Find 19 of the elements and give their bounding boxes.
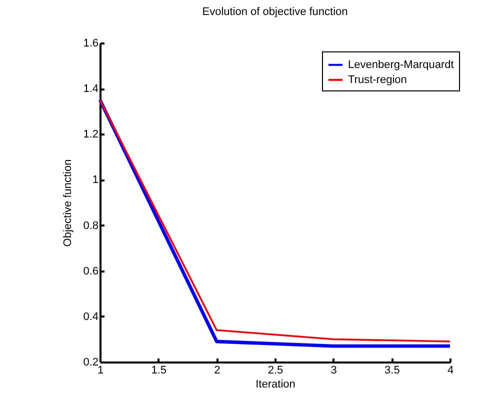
y-tick-label: 0.6 (83, 265, 98, 278)
x-tick-label: 2.5 (268, 364, 284, 376)
y-tick-label: 0.4 (83, 310, 98, 323)
y-tick-label: 0.8 (83, 220, 98, 232)
x-tick-label: 4 (447, 364, 454, 376)
legend-label: Trust-region (348, 74, 407, 86)
x-axis-title: Iteration (256, 378, 296, 390)
y-tick-label: 1.2 (83, 128, 98, 141)
y-tick-label: 1.4 (83, 83, 98, 96)
x-tick-label: 1.5 (151, 364, 166, 376)
y-axis-title: Objective function (62, 159, 74, 247)
chart-title: Evolution of objective function (202, 6, 348, 18)
legend-label: Levenberg-Marquardt (348, 58, 454, 71)
x-tick-label: 3.5 (384, 364, 400, 376)
x-tick-label: 3 (330, 364, 337, 376)
y-tick-label: 1.6 (83, 38, 98, 50)
y-tick-label: 1 (92, 174, 98, 186)
x-tick-label: 2 (214, 364, 220, 376)
y-tick-label: 0.2 (83, 356, 98, 368)
